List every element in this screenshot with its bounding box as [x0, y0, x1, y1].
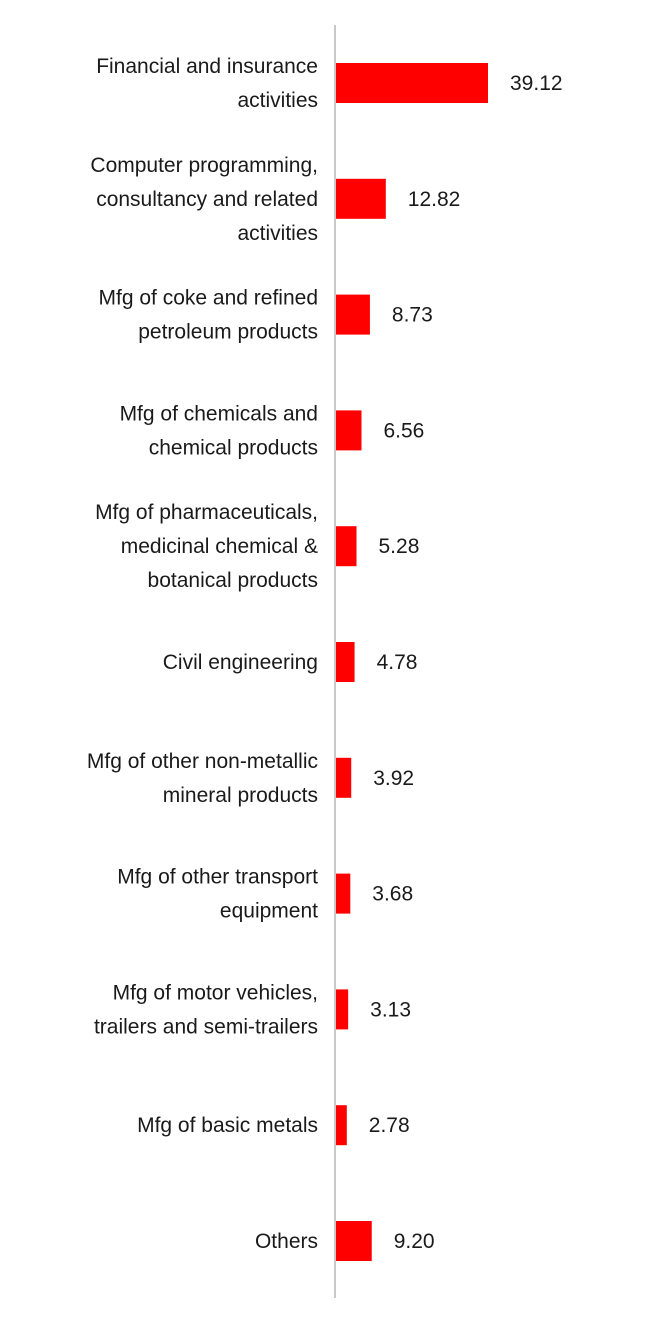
category-label-line: petroleum products [138, 321, 318, 344]
category-label-line: consultancy and related [96, 188, 318, 211]
bar [336, 410, 362, 451]
category-label-line: botanical products [148, 569, 318, 592]
category-label-line: Civil engineering [163, 651, 318, 674]
category-label: Mfg of other non-metallic mineral product… [87, 750, 318, 807]
value-label: 3.92 [373, 767, 414, 790]
category-label-line: Computer programming, [90, 154, 318, 177]
category-label-line: Mfg of chemicals and [120, 402, 318, 425]
category-label-line: trailers and semi-trailers [94, 1015, 318, 1038]
category-label-line: activities [237, 89, 318, 112]
value-label: 39.12 [510, 72, 563, 95]
category-label-line: Mfg of coke and refined [99, 287, 318, 310]
value-label: 2.78 [369, 1114, 410, 1137]
category-label: Financial and insurance activities [96, 55, 318, 112]
value-label: 3.68 [372, 883, 413, 906]
category-label: Mfg of chemicals and chemical products [120, 402, 318, 459]
bars-group [336, 63, 488, 1261]
category-labels-group: Financial and insurance activitiesCompute… [87, 55, 318, 1253]
category-label: Mfg of coke and refined petroleum product… [99, 287, 318, 344]
category-label: Mfg of basic metals [137, 1114, 318, 1137]
value-label: 8.73 [392, 304, 433, 327]
value-label: 5.28 [379, 535, 420, 558]
category-label-line: Mfg of basic metals [137, 1114, 318, 1137]
value-label: 4.78 [377, 651, 418, 674]
value-label: 6.56 [383, 419, 424, 442]
category-label-line: equipment [220, 900, 318, 923]
category-label-line: Mfg of other transport [117, 866, 318, 889]
category-label-line: Mfg of motor vehicles, [113, 981, 318, 1004]
category-label: Others [255, 1230, 318, 1253]
category-label: Computer programming, consultancy and rel… [90, 154, 318, 245]
bar [336, 873, 351, 914]
bar [336, 1105, 347, 1146]
value-labels-group: 39.12 12.82 8.73 6.56 5.28 4.78 3.92 3.68 3.13 2.… [369, 72, 563, 1253]
category-label: Civil engineering [163, 651, 318, 674]
value-label: 12.82 [408, 188, 461, 211]
category-label: Mfg of other transport equipment [117, 866, 318, 923]
value-label: 3.13 [370, 998, 411, 1021]
value-label: 9.20 [394, 1230, 435, 1253]
category-label-line: chemical products [149, 436, 318, 459]
bar [336, 1221, 372, 1261]
bar [336, 63, 488, 103]
category-label-line: mineral products [163, 784, 318, 807]
bar [336, 642, 355, 682]
category-label-line: Others [255, 1230, 318, 1253]
category-label-line: activities [237, 222, 318, 245]
category-label: Mfg of pharmaceuticals, medicinal chemica… [95, 501, 318, 592]
bar [336, 294, 370, 335]
bar [336, 989, 349, 1030]
category-label-line: Mfg of pharmaceuticals, [95, 501, 318, 524]
category-label-line: Financial and insurance [96, 55, 318, 78]
category-label: Mfg of motor vehicles, trailers and semi-… [94, 981, 318, 1038]
bar [336, 178, 386, 219]
bar [336, 526, 357, 567]
bar [336, 757, 352, 798]
category-label-line: Mfg of other non-metallic [87, 750, 318, 773]
category-label-line: medicinal chemical & [121, 535, 318, 558]
